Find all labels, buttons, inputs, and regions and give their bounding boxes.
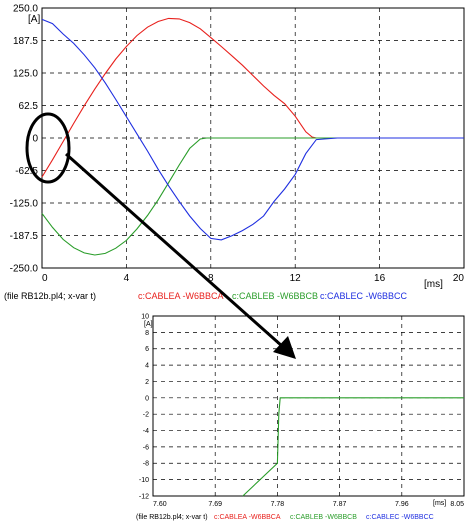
x-tick-label: 7.96 <box>395 501 409 508</box>
y-tick-label: -187.5 <box>10 231 39 242</box>
series-line-c <box>41 18 464 241</box>
y-tick-label: 4 <box>145 363 149 370</box>
zoom-y-tick-labels: 10 8 6 4 2 0 -2 -4 -6 -8 -10 -12 <box>139 313 149 500</box>
zoom-indicator <box>25 112 296 359</box>
y-tick-label: 10 <box>141 313 149 320</box>
y-tick-label: -12 <box>139 493 149 500</box>
main-legend-a: c:CABLEA -W6BBCA <box>138 291 224 301</box>
y-tick-label: -8 <box>143 461 149 468</box>
zoom-caption-row: (file RB12b.pl4; x-var t) c:CABLEA -W6BB… <box>136 514 434 521</box>
main-chart: 250.0 187.5 125.0 62.5 0 -62.5 -125.0 -187.5 -25… <box>4 4 465 301</box>
x-tick-label: 7.60 <box>153 501 167 508</box>
x-tick-label: 7.87 <box>333 501 347 508</box>
y-tick-label: -250.0 <box>10 264 39 275</box>
main-caption-row: (file RB12b.pl4; x-var t) c:CABLEA -W6BB… <box>4 291 408 301</box>
series-line-b <box>242 397 464 497</box>
zoom-ellipse <box>25 112 71 184</box>
zoom-series-group <box>242 397 464 497</box>
main-series-group <box>41 17 464 256</box>
main-legend-c: c:CABLEC -W6BBCC <box>320 291 408 301</box>
zoom-legend-c: c:CABLEC -W6BBCC <box>366 514 434 521</box>
x-tick-label: 0 <box>42 273 48 284</box>
main-legend-b: c:CABLEB -W6BBCB <box>232 291 318 301</box>
y-tick-label: 125.0 <box>13 69 38 80</box>
y-tick-label: 8 <box>145 330 149 337</box>
x-tick-label: 16 <box>374 273 386 284</box>
y-tick-label: 0 <box>32 134 38 145</box>
zoom-y-axis-label: [A] <box>144 321 153 328</box>
y-tick-label: -62.5 <box>15 166 38 177</box>
x-tick-label: 20 <box>453 273 465 284</box>
y-tick-label: -125.0 <box>10 199 39 210</box>
main-x-tick-labels: 0 4 8 12 16 20 <box>42 273 464 284</box>
y-tick-label: 2 <box>145 379 149 386</box>
series-line-b <box>41 137 464 256</box>
x-tick-label: 12 <box>290 273 302 284</box>
y-tick-label: 62.5 <box>19 101 39 112</box>
y-tick-label: -10 <box>139 477 149 484</box>
zoom-legend-b: c:CABLEB -W6BBCB <box>290 514 357 521</box>
x-tick-label: 4 <box>124 273 130 284</box>
zoom-arrow-shaft <box>65 152 283 348</box>
zoom-legend-a: c:CABLEA -W6BBCA <box>214 514 281 521</box>
main-y-axis-label: [A] <box>28 14 40 25</box>
zoom-arrow-head <box>273 336 296 359</box>
y-tick-label: 187.5 <box>13 36 38 47</box>
x-tick-label: 8.05 <box>450 501 464 508</box>
zoom-x-axis-label: [ms] <box>433 500 446 507</box>
zoom-caption: (file RB12b.pl4; x-var t) <box>136 514 208 521</box>
main-caption: (file RB12b.pl4; x-var t) <box>4 291 96 301</box>
zoom-grid <box>153 316 464 496</box>
y-tick-label: 250.0 <box>13 4 38 15</box>
x-tick-label: 7.69 <box>208 501 222 508</box>
y-tick-label: -4 <box>143 428 149 435</box>
y-tick-label: 0 <box>145 395 149 402</box>
x-tick-label: 7.78 <box>271 501 285 508</box>
y-tick-label: -6 <box>143 444 149 451</box>
zoom-plot-frame <box>152 315 465 497</box>
y-tick-label: -2 <box>143 412 149 419</box>
series-line-a <box>41 17 464 178</box>
x-tick-label: 8 <box>208 273 214 284</box>
zoom-x-tick-labels: 7.60 7.69 7.78 7.87 7.96 8.05 <box>153 501 464 508</box>
main-y-tick-labels: 250.0 187.5 125.0 62.5 0 -62.5 -125.0 -187.5 -25… <box>10 4 39 275</box>
main-x-axis-label: [ms] <box>424 279 443 290</box>
y-tick-label: 6 <box>145 346 149 353</box>
